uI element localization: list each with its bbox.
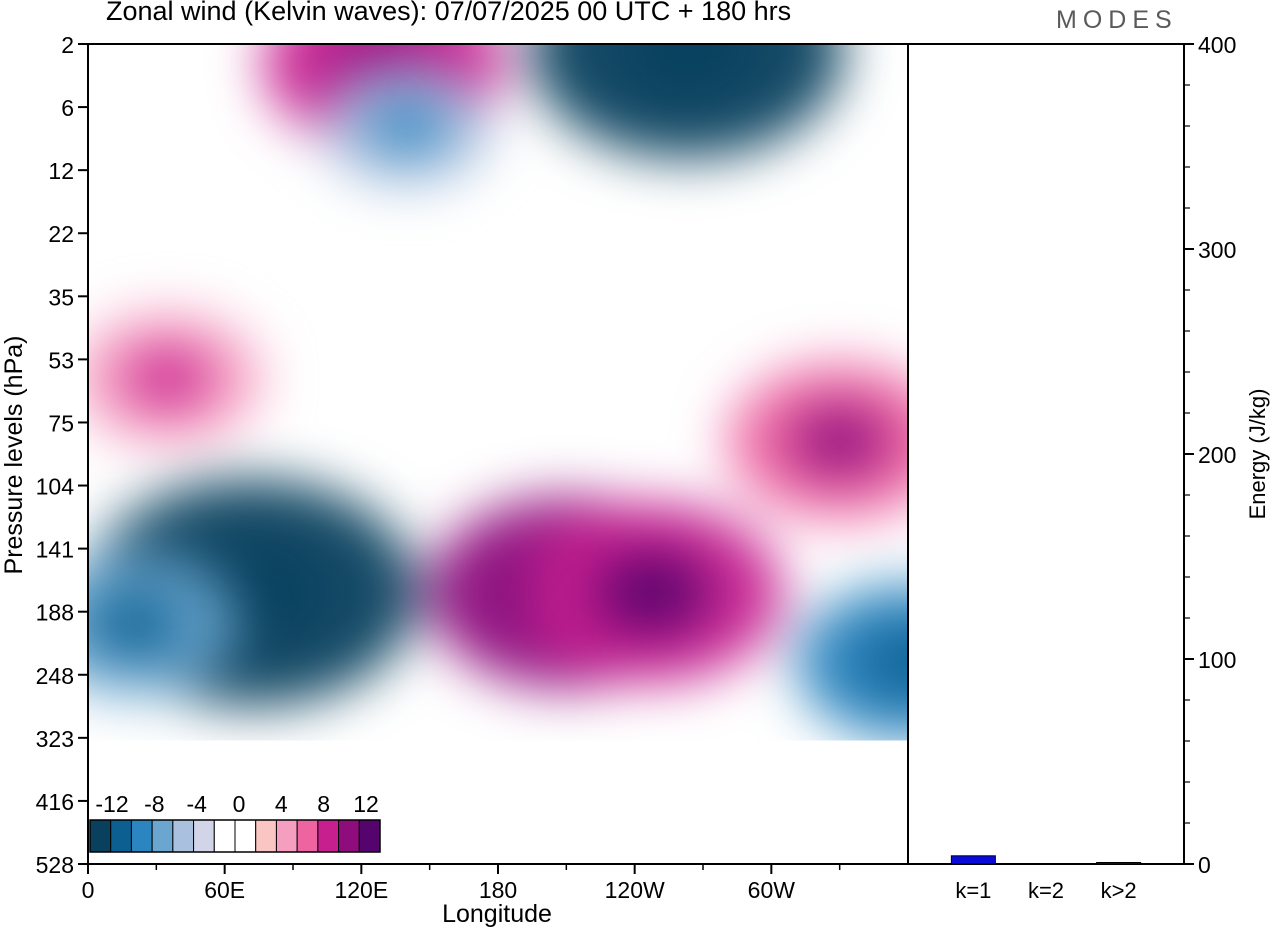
legend-swatch — [275, 819, 298, 853]
energy-tick-label: 0 — [1198, 852, 1211, 878]
legend-swatch — [317, 819, 340, 853]
y-tick-label: 53 — [48, 347, 74, 373]
wind-core-6 — [594, 552, 712, 634]
y-tick-label: 528 — [36, 852, 74, 878]
x-tick-label: 60E — [204, 877, 245, 903]
energy-bar-k=1 — [950, 855, 996, 865]
legend-label: 8 — [317, 791, 330, 817]
y-tick-label: 22 — [48, 221, 74, 247]
y-tick-label: 75 — [48, 410, 74, 436]
energy-category-label: k=2 — [1028, 878, 1064, 903]
color-legend: -12 -8 -4 0 4 8 12 — [89, 791, 381, 853]
y-tick-label: 104 — [36, 474, 75, 500]
legend-label: 0 — [233, 791, 246, 817]
energy-tick-label: 100 — [1198, 647, 1236, 673]
wind-anomaly-2 — [796, 584, 908, 741]
wind-core-4 — [616, 44, 758, 99]
wind-core-7 — [789, 406, 891, 477]
legend-swatch — [151, 819, 174, 853]
energy-category-label: k>2 — [1101, 878, 1137, 903]
y-tick-label: 188 — [36, 600, 74, 626]
legend-label: 4 — [275, 791, 288, 817]
y-tick-label: 141 — [36, 537, 74, 563]
legend-swatch — [89, 819, 112, 853]
y-tick-label: 416 — [36, 789, 74, 815]
wind-anomaly-4 — [530, 44, 845, 159]
chart-title: Zonal wind (Kelvin waves): 07/07/2025 00… — [106, 0, 792, 26]
legend-swatch — [296, 819, 319, 853]
wind-core-9 — [368, 99, 446, 153]
energy-axis-label: Energy (J/kg) — [1245, 389, 1270, 520]
wind-core-8 — [125, 348, 211, 409]
energy-frame — [907, 43, 1185, 865]
legend-swatch — [338, 819, 360, 853]
legend-swatch — [358, 819, 381, 853]
legend-label: -12 — [95, 791, 128, 817]
legend-swatch — [255, 819, 277, 853]
legend-frame — [89, 819, 381, 853]
legend-swatch — [234, 819, 257, 853]
wind-core-2 — [857, 627, 908, 698]
legend-swatch — [110, 819, 132, 853]
x-tick-label: 180 — [479, 877, 517, 903]
energy-tick-label: 200 — [1198, 442, 1236, 468]
y-tick-label: 323 — [36, 726, 74, 752]
legend-label: -4 — [186, 791, 207, 817]
y-tick-label: 12 — [48, 158, 74, 184]
y-tick-label: 2 — [61, 32, 74, 58]
energy-tick-label: 300 — [1198, 237, 1236, 263]
x-tick-label: 0 — [82, 877, 95, 903]
legend-swatch — [172, 819, 195, 853]
y-tick-label: 6 — [61, 95, 74, 121]
x-axis-label: Longitude — [442, 900, 552, 928]
x-tick-label: 60W — [748, 877, 796, 903]
legend-swatch — [193, 819, 215, 853]
wind-core-1 — [88, 591, 180, 657]
energy-bar-k>2 — [1096, 862, 1142, 865]
energy-tick-label: 400 — [1198, 32, 1236, 58]
y-axis-label: Pressure levels (hPa) — [0, 336, 28, 575]
legend-label: 12 — [353, 791, 379, 817]
x-tick-label: 120E — [334, 877, 388, 903]
legend-swatch — [130, 819, 153, 853]
legend-swatch — [213, 819, 236, 853]
longitude-axis: 0 60E 120E 180 120W 60W — [82, 864, 841, 903]
y-tick-label: 248 — [36, 663, 74, 689]
legend-label: -8 — [144, 791, 164, 817]
y-tick-label: 35 — [48, 284, 74, 310]
energy-panel: k=1 k=2 k>2 0 100 200 300 400 Energy (J/kg) — [907, 32, 1270, 903]
pressure-axis: 2 6 12 22 35 53 75 104 141 188 248 323 416 528 — [36, 32, 88, 878]
energy-category-label: k=1 — [955, 878, 991, 903]
brand-logo: MODES — [1056, 6, 1178, 34]
x-tick-label: 120W — [605, 877, 665, 903]
contour-field — [88, 44, 908, 864]
